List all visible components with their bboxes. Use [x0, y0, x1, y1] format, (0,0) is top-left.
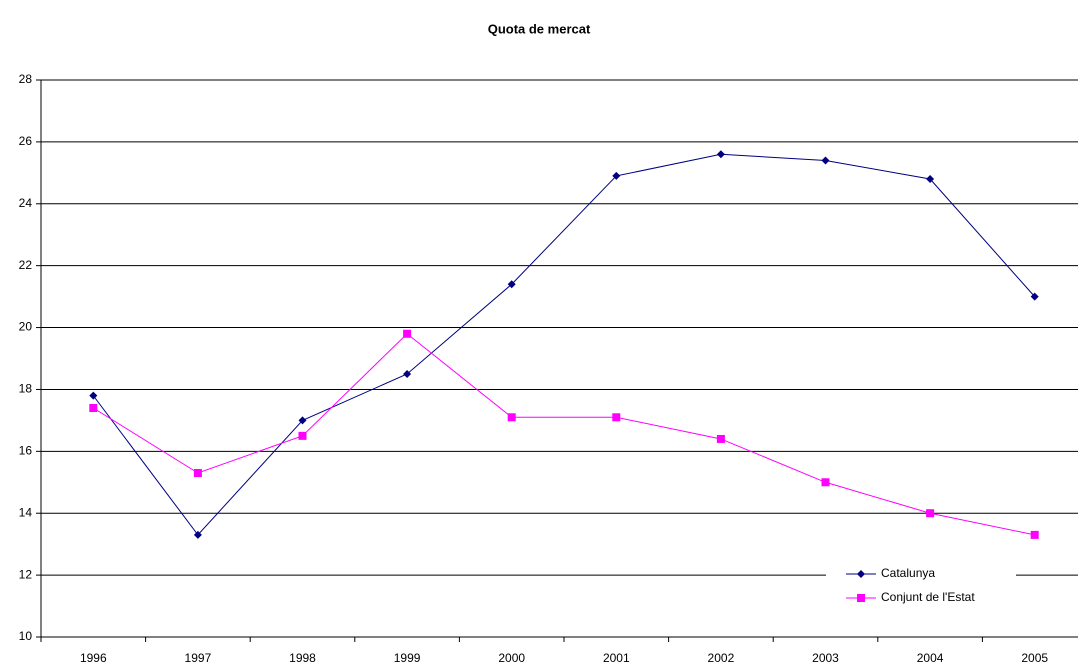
point [298, 431, 307, 440]
y-tick-label: 22 [19, 258, 33, 272]
point [1030, 292, 1039, 301]
point [193, 530, 202, 539]
legend-marker [857, 594, 865, 602]
y-tick-label: 12 [19, 567, 33, 581]
x-tick-label: 1998 [289, 651, 316, 665]
y-tick-label: 14 [19, 505, 33, 519]
series-line [93, 333, 1035, 536]
point [403, 329, 412, 338]
x-tick-label: 1999 [394, 651, 421, 665]
series-line [92, 153, 1036, 536]
y-tick-label: 10 [19, 629, 33, 643]
point [193, 468, 202, 477]
point [926, 175, 935, 184]
y-tick-label: 28 [19, 72, 33, 86]
y-tick-label: 18 [19, 382, 33, 396]
legend-label: Catalunya [881, 566, 935, 580]
x-tick-label: 2002 [708, 651, 735, 665]
point [89, 391, 98, 400]
point [716, 150, 725, 159]
point [716, 434, 725, 443]
point [926, 509, 935, 518]
point [612, 413, 621, 422]
legend: Catalunya Conjunt de l'Estat [826, 562, 1016, 610]
legend-marker [857, 570, 865, 578]
x-tick-label: 2003 [812, 651, 839, 665]
legend-label: Conjunt de l'Estat [881, 590, 975, 604]
x-tick-label: 1996 [80, 651, 107, 665]
point [89, 404, 98, 413]
point [403, 369, 412, 378]
point [612, 171, 621, 180]
y-tick-label: 20 [19, 320, 33, 334]
x-tick-label: 2004 [917, 651, 944, 665]
y-tick-label: 24 [19, 196, 33, 210]
y-tick-label: 16 [19, 444, 33, 458]
point [1030, 530, 1039, 539]
x-tick-label: 2000 [498, 651, 525, 665]
point [507, 413, 516, 422]
chart-title: Quota de mercat [488, 21, 591, 36]
x-tick-label: 2001 [603, 651, 630, 665]
y-tick-label: 26 [19, 134, 33, 148]
point [821, 156, 830, 165]
point [298, 416, 307, 425]
point [821, 478, 830, 487]
x-tick-label: 2005 [1021, 651, 1048, 665]
point [507, 280, 516, 289]
x-tick-label: 1997 [185, 651, 212, 665]
